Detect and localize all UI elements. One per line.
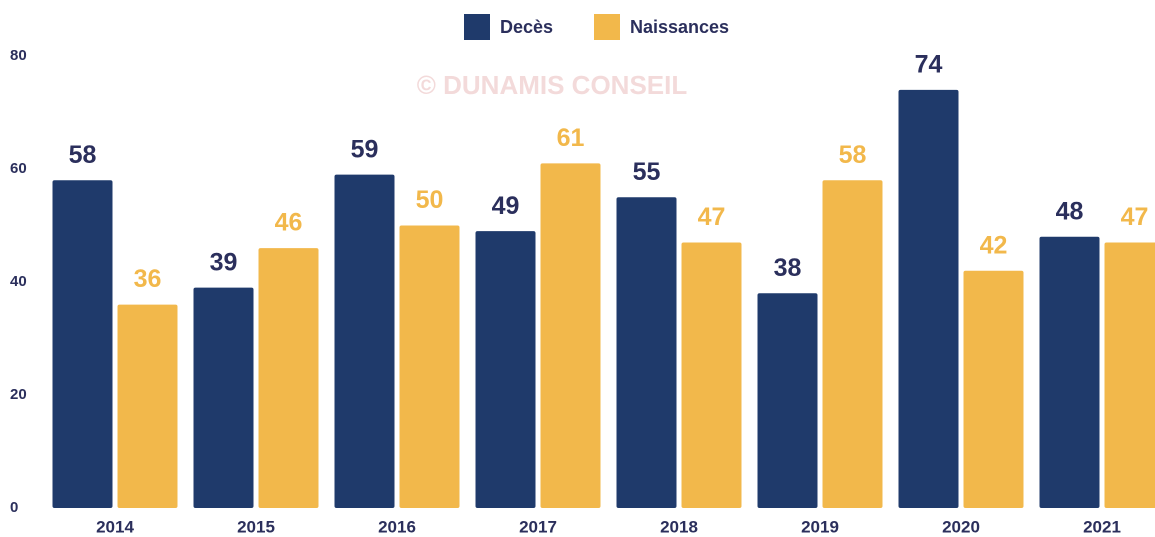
value-label: 36 <box>134 265 162 293</box>
bar <box>117 304 178 508</box>
value-label: 46 <box>275 209 303 237</box>
bar <box>334 174 395 508</box>
legend-label: Decès <box>500 17 553 37</box>
x-tick-label: 2014 <box>96 517 134 536</box>
bar <box>193 287 254 508</box>
value-label: 39 <box>210 248 238 276</box>
y-tick-label: 20 <box>10 386 27 403</box>
value-label: 74 <box>915 51 943 79</box>
bar <box>963 270 1024 508</box>
value-label: 48 <box>1056 197 1084 225</box>
value-label: 47 <box>1121 203 1149 231</box>
value-label: 55 <box>633 158 661 186</box>
value-label: 58 <box>69 141 97 169</box>
bar <box>258 248 319 508</box>
bar <box>1104 242 1155 508</box>
y-tick-label: 80 <box>10 47 27 64</box>
bar <box>681 242 742 508</box>
legend-label: Naissances <box>630 17 729 37</box>
bar <box>616 197 677 508</box>
value-label: 42 <box>980 231 1008 259</box>
x-tick-label: 2016 <box>378 517 416 536</box>
x-tick-label: 2018 <box>660 517 698 536</box>
x-tick-label: 2015 <box>237 517 275 536</box>
bar <box>475 231 536 508</box>
legend-swatch <box>464 14 490 40</box>
value-label: 61 <box>557 124 585 152</box>
value-label: 58 <box>839 141 867 169</box>
value-label: 38 <box>774 254 802 282</box>
value-label: 50 <box>416 186 444 214</box>
bar <box>399 225 460 508</box>
value-label: 49 <box>492 192 520 220</box>
bar <box>898 89 959 509</box>
bar <box>1039 236 1100 509</box>
x-tick-label: 2020 <box>942 517 980 536</box>
y-tick-label: 0 <box>10 499 18 516</box>
x-tick-label: 2021 <box>1083 517 1121 536</box>
x-tick-label: 2017 <box>519 517 557 536</box>
bar <box>757 293 818 508</box>
y-tick-label: 60 <box>10 160 27 177</box>
legend-swatch <box>594 14 620 40</box>
bar <box>52 180 113 509</box>
value-label: 59 <box>351 135 379 163</box>
bar <box>540 163 601 508</box>
bar <box>822 180 883 509</box>
value-label: 47 <box>698 203 726 231</box>
y-tick-label: 40 <box>10 273 27 290</box>
x-tick-label: 2019 <box>801 517 839 536</box>
watermark: © DUNAMIS CONSEIL <box>417 70 688 100</box>
